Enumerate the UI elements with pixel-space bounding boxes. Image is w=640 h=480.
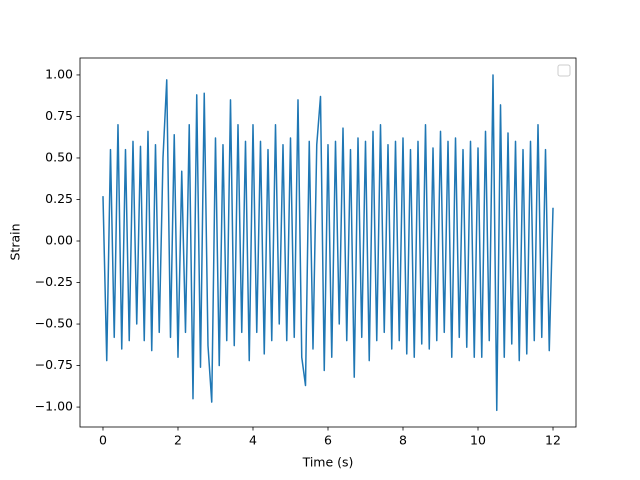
y-tick-label: −0.75 <box>35 357 73 372</box>
x-tick-label: 2 <box>174 433 182 448</box>
y-tick-label: −0.50 <box>35 316 73 331</box>
plot-area <box>102 74 554 412</box>
x-tick-label: 10 <box>470 433 486 448</box>
y-tick-label: −1.00 <box>35 399 73 414</box>
y-tick-label: 0.00 <box>45 233 73 248</box>
y-tick-label: 1.00 <box>45 66 73 81</box>
x-tick-label: 4 <box>249 433 257 448</box>
y-tick-label: 0.25 <box>45 191 73 206</box>
x-axis-label: Time (s) <box>302 455 354 470</box>
y-tick-label: 0.75 <box>45 108 73 123</box>
y-tick-label: 0.50 <box>45 149 73 164</box>
data-line <box>102 74 554 412</box>
x-tick-label: 12 <box>545 433 561 448</box>
y-axis-label: Strain <box>8 223 23 260</box>
x-tick-label: 6 <box>324 433 332 448</box>
legend-box <box>557 64 571 77</box>
x-tick-label: 8 <box>399 433 407 448</box>
y-tick-label: −0.25 <box>35 274 73 289</box>
x-tick-label: 0 <box>99 433 107 448</box>
